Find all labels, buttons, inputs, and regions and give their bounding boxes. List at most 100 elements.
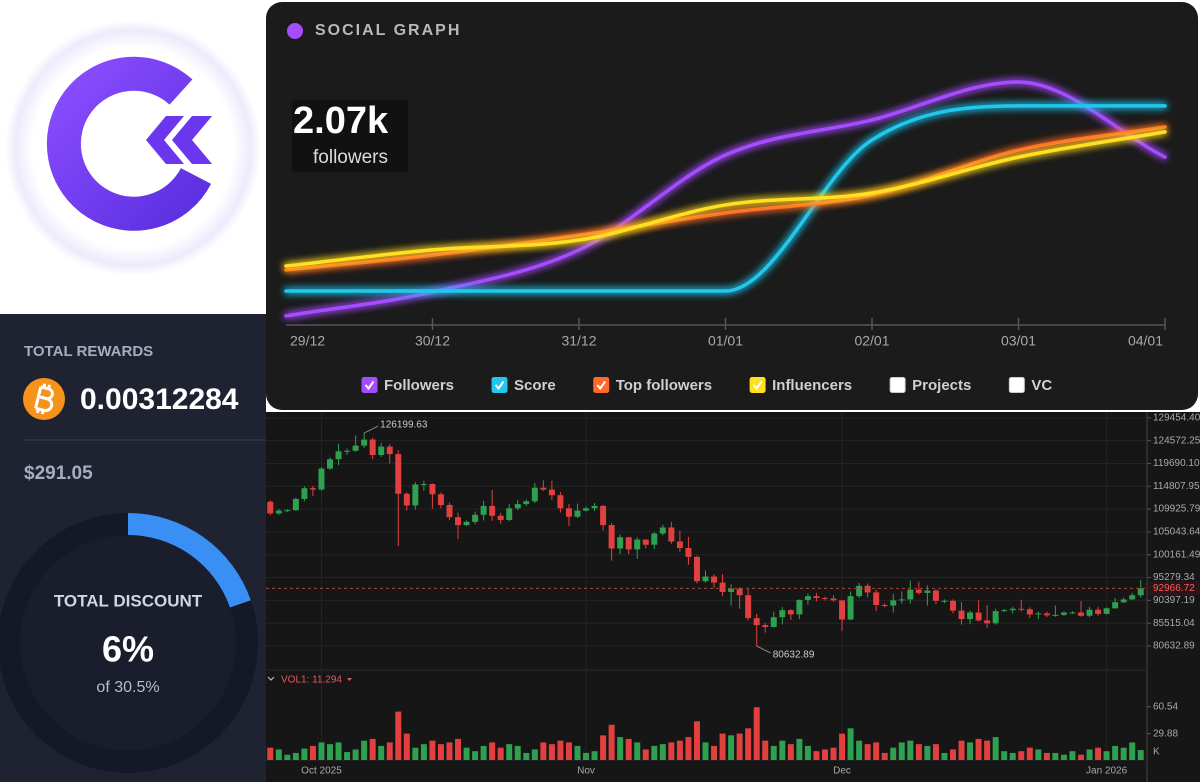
candle-body [745, 595, 752, 619]
volume-bar [890, 747, 897, 760]
legend-checkbox[interactable] [593, 377, 610, 393]
y-tick-label: 100161.49 [1153, 549, 1200, 560]
volume-bar [301, 748, 308, 760]
candle-body [668, 527, 675, 542]
volume-bar [600, 735, 607, 760]
volume-bar [898, 742, 905, 760]
volume-bar [787, 744, 794, 760]
candle-body [463, 521, 470, 526]
discount-title: TOTAL DISCOUNT [54, 591, 203, 610]
volume-bar [318, 742, 325, 760]
volume-bar [523, 752, 530, 760]
candle-body [719, 582, 726, 592]
candle-body [420, 483, 427, 485]
headline-box [292, 100, 408, 172]
volume-bar [489, 742, 496, 760]
volume-caret[interactable] [346, 678, 352, 681]
y-tick-label: 119690.10 [1153, 458, 1200, 469]
candle-body [992, 611, 999, 624]
volume-bar [335, 742, 342, 760]
volume-bar [659, 744, 666, 760]
y-tick-label: 29.88 [1153, 728, 1178, 739]
volume-bar [856, 740, 863, 760]
volume-bar [378, 745, 385, 760]
logo-chevron [146, 116, 184, 164]
candle-body [932, 590, 939, 601]
legend-label[interactable]: VC [1031, 377, 1052, 394]
legend-checkbox[interactable] [1008, 377, 1025, 393]
legend-label[interactable]: Score [514, 377, 556, 394]
candle-body [361, 439, 368, 446]
x-tick-label: 02/01 [854, 333, 889, 349]
y-tick-label: 114807.95 [1153, 481, 1200, 492]
volume-bar [864, 744, 871, 760]
volume-bar [813, 751, 820, 760]
discount-max: of 30.5% [96, 679, 159, 696]
volume-title: VOL1: 11.294 [281, 675, 342, 686]
candle-body [395, 454, 402, 494]
volume-bar [1009, 752, 1016, 760]
panel-background [266, 2, 1198, 410]
x-tick-label: 03/01 [1001, 333, 1036, 349]
candle-body [941, 600, 948, 602]
volume-bar [292, 752, 299, 760]
candle-body [1018, 608, 1025, 610]
volume-bar [975, 738, 982, 760]
legend-check [364, 380, 375, 391]
legend-label[interactable]: Projects [912, 377, 971, 394]
x-tick-label: 29/12 [290, 333, 325, 349]
legend-checkbox[interactable] [889, 377, 906, 393]
volume-bar [941, 752, 948, 760]
candle-body [429, 483, 436, 495]
legend-label[interactable]: Top followers [616, 377, 712, 394]
candle-body [728, 588, 735, 592]
volume-bar [267, 747, 274, 760]
volume-bar [1078, 754, 1084, 760]
logo-ring [46, 56, 212, 231]
x-tick-label: Oct 2025 [301, 766, 342, 777]
rewards-panel: TOTAL REWARDS 0.00312284 $291.05 TOTAL DISC… [0, 314, 266, 782]
x-tick-label: Nov [577, 766, 595, 777]
volume-bar [625, 738, 632, 760]
discount-ring [0, 513, 258, 773]
collapse-caret[interactable] [267, 676, 275, 681]
candle-body [821, 598, 828, 600]
candle-body [907, 589, 914, 600]
volume-bar [915, 744, 922, 760]
candle-body [1129, 595, 1136, 600]
legend-checkbox[interactable] [491, 377, 508, 393]
x-tick-label: 30/12 [415, 333, 450, 349]
candle-body [1026, 609, 1033, 615]
candle-body [1069, 612, 1076, 614]
volume-bar [437, 744, 444, 760]
candle-body [642, 539, 649, 545]
headline-caption: followers [313, 147, 388, 168]
series-line [284, 125, 1167, 272]
candle-body [924, 590, 931, 593]
candle-body [967, 612, 974, 620]
candle-body [762, 625, 769, 627]
legend-checkbox[interactable] [361, 377, 378, 393]
candle-body [1120, 599, 1127, 603]
volume-bar [821, 749, 828, 760]
volume-bar [651, 745, 658, 760]
logo [0, 0, 266, 314]
candle-body [403, 493, 410, 506]
candle-body [275, 510, 282, 514]
legend-checkbox[interactable] [749, 377, 766, 393]
legend-label[interactable]: Followers [384, 377, 454, 394]
volume-bar [932, 744, 939, 760]
x-tick-label: 01/01 [708, 333, 743, 349]
volume-bar [497, 747, 504, 760]
volume-bar [480, 745, 487, 760]
volume-bar [804, 745, 811, 760]
last-price-label: 92966.72 [1153, 583, 1195, 594]
volume-bar [967, 742, 974, 760]
legend-label[interactable]: Influencers [772, 377, 852, 394]
candle-body [1137, 588, 1144, 596]
volume-bar [779, 740, 786, 760]
volume-bar [736, 733, 743, 760]
volume-bar [762, 740, 769, 760]
volume-bar [1095, 747, 1102, 760]
